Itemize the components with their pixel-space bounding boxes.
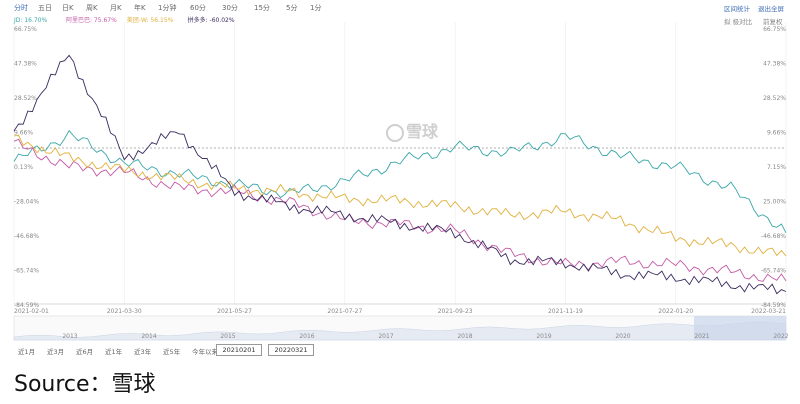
left-axis-tick: 9.66%	[14, 130, 33, 137]
navigator-year: 2017	[378, 333, 393, 340]
date-tick: 2022-01-20	[658, 308, 693, 315]
period-tab[interactable]: 5分	[286, 4, 298, 12]
period-tab[interactable]: 五日	[38, 4, 52, 12]
period-tab[interactable]: 1分钟	[158, 4, 177, 12]
right-axis-tick: 28.52%	[763, 95, 786, 102]
date-axis: 2021-02-01 2021-03-30 2021-05-27 2021-07-27…	[14, 308, 786, 315]
start-date-input[interactable]: 20210201	[216, 344, 262, 356]
left-axis-tick: 0.13%	[14, 164, 33, 171]
navigator-year: 2016	[299, 333, 314, 340]
right-axis: 66.75% 47.38% 28.52% 9.66% 7.15% 25.00% -46.68…	[761, 26, 786, 309]
legend-item: 拼多多: -60.02%	[188, 16, 235, 24]
navigator-year: 2020	[615, 333, 630, 340]
right-axis-tick: -65.74%	[761, 268, 786, 275]
left-axis-tick: -65.74%	[14, 268, 39, 275]
period-tab[interactable]: 60分	[190, 4, 206, 12]
period-tab[interactable]: 30分	[222, 4, 238, 12]
range-tab[interactable]: 近1年	[105, 348, 123, 356]
adjust-link[interactable]: 前复权	[763, 18, 783, 26]
watermark: 雪球	[386, 118, 438, 142]
right-axis-tick: 7.15%	[767, 164, 786, 171]
exit-fullscreen-link[interactable]: 退出全屏	[758, 5, 784, 13]
navigator-year: 2019	[536, 333, 551, 340]
legend-item: 阿里巴巴: 75.67%	[66, 16, 117, 24]
right-axis-tick: -84.59%	[761, 302, 786, 309]
left-axis-tick: -84.59%	[14, 302, 39, 309]
period-tab[interactable]: 年K	[134, 4, 146, 12]
range-tab[interactable]: 近3年	[134, 348, 152, 356]
navigator-selection[interactable]	[694, 316, 786, 340]
series-line-0	[13, 129, 787, 234]
date-tick: 2022-03-21	[751, 308, 786, 315]
navigator-area	[13, 321, 787, 341]
right-axis-tick: 9.66%	[767, 130, 786, 137]
period-tab[interactable]: 日K	[62, 4, 74, 12]
right-axis-tick: 66.75%	[763, 26, 786, 33]
source-caption: Source：雪球	[14, 372, 156, 397]
range-tab[interactable]: 近3月	[47, 348, 65, 356]
range-tab[interactable]: 近1月	[18, 348, 36, 356]
left-axis-tick: 66.75%	[14, 26, 37, 33]
period-tab[interactable]: 1分	[310, 4, 322, 12]
range-tab[interactable]: 近5年	[163, 348, 181, 356]
end-date-input[interactable]: 20220321	[268, 344, 314, 356]
grid-lines	[13, 22, 787, 305]
compare-link[interactable]: 拟 极对比	[724, 18, 753, 26]
range-stats-link[interactable]: 区间统计	[724, 5, 750, 13]
navigator-year: 2018	[457, 333, 472, 340]
navigator-year: 2015	[220, 333, 235, 340]
date-tick: 2021-11-19	[548, 308, 583, 315]
left-axis-tick: -46.68%	[14, 233, 39, 240]
date-tick: 2021-07-27	[327, 308, 362, 315]
period-tab[interactable]: 月K	[110, 4, 122, 12]
period-tab[interactable]: 周K	[86, 4, 98, 12]
legend: JD: 16.70% 阿里巴巴: 75.67% 美团-W: 56.15% 拼多多: -…	[13, 16, 235, 24]
legend-item: 美团-W: 56.15%	[127, 16, 174, 24]
right-axis-tick: 47.38%	[763, 61, 786, 68]
range-tab[interactable]: 近6月	[76, 348, 94, 356]
date-tick: 2021-03-30	[107, 308, 142, 315]
series-line-3	[13, 54, 787, 295]
legend-item: JD: 16.70%	[13, 17, 47, 24]
period-tab[interactable]: 分时	[14, 4, 28, 12]
navigator-year: 2022	[773, 333, 788, 340]
left-axis-tick: 47.38%	[14, 61, 37, 68]
right-axis-tick: 25.00%	[763, 199, 786, 206]
series-lines	[13, 54, 787, 295]
series-line-1	[13, 138, 787, 282]
navigator-year: 2013	[62, 333, 77, 340]
date-tick: 2021-05-27	[217, 308, 252, 315]
chart-canvas: 66.75% 47.38% 28.52% 9.66% 0.13% -28.04% -46.6…	[13, 16, 789, 341]
navigator-year: 2014	[141, 333, 156, 340]
left-axis: 66.75% 47.38% 28.52% 9.66% 0.13% -28.04% -46.6…	[14, 26, 39, 309]
navigator-year: 2021	[694, 333, 709, 340]
date-tick: 2021-02-01	[14, 308, 49, 315]
date-tick: 2021-09-23	[438, 308, 473, 315]
watermark-logo-icon	[386, 123, 404, 142]
range-tab[interactable]: 今年以来	[192, 348, 218, 356]
left-axis-tick: 28.52%	[14, 95, 37, 102]
series-line-2	[13, 135, 787, 257]
period-tab[interactable]: 15分	[254, 4, 270, 12]
navigator-years: 2013 2014 2015 2016 2017 2018 2019 2020 2021 2022	[62, 333, 788, 340]
right-axis-tick: -46.68%	[761, 233, 786, 240]
left-axis-tick: -28.04%	[14, 199, 39, 206]
